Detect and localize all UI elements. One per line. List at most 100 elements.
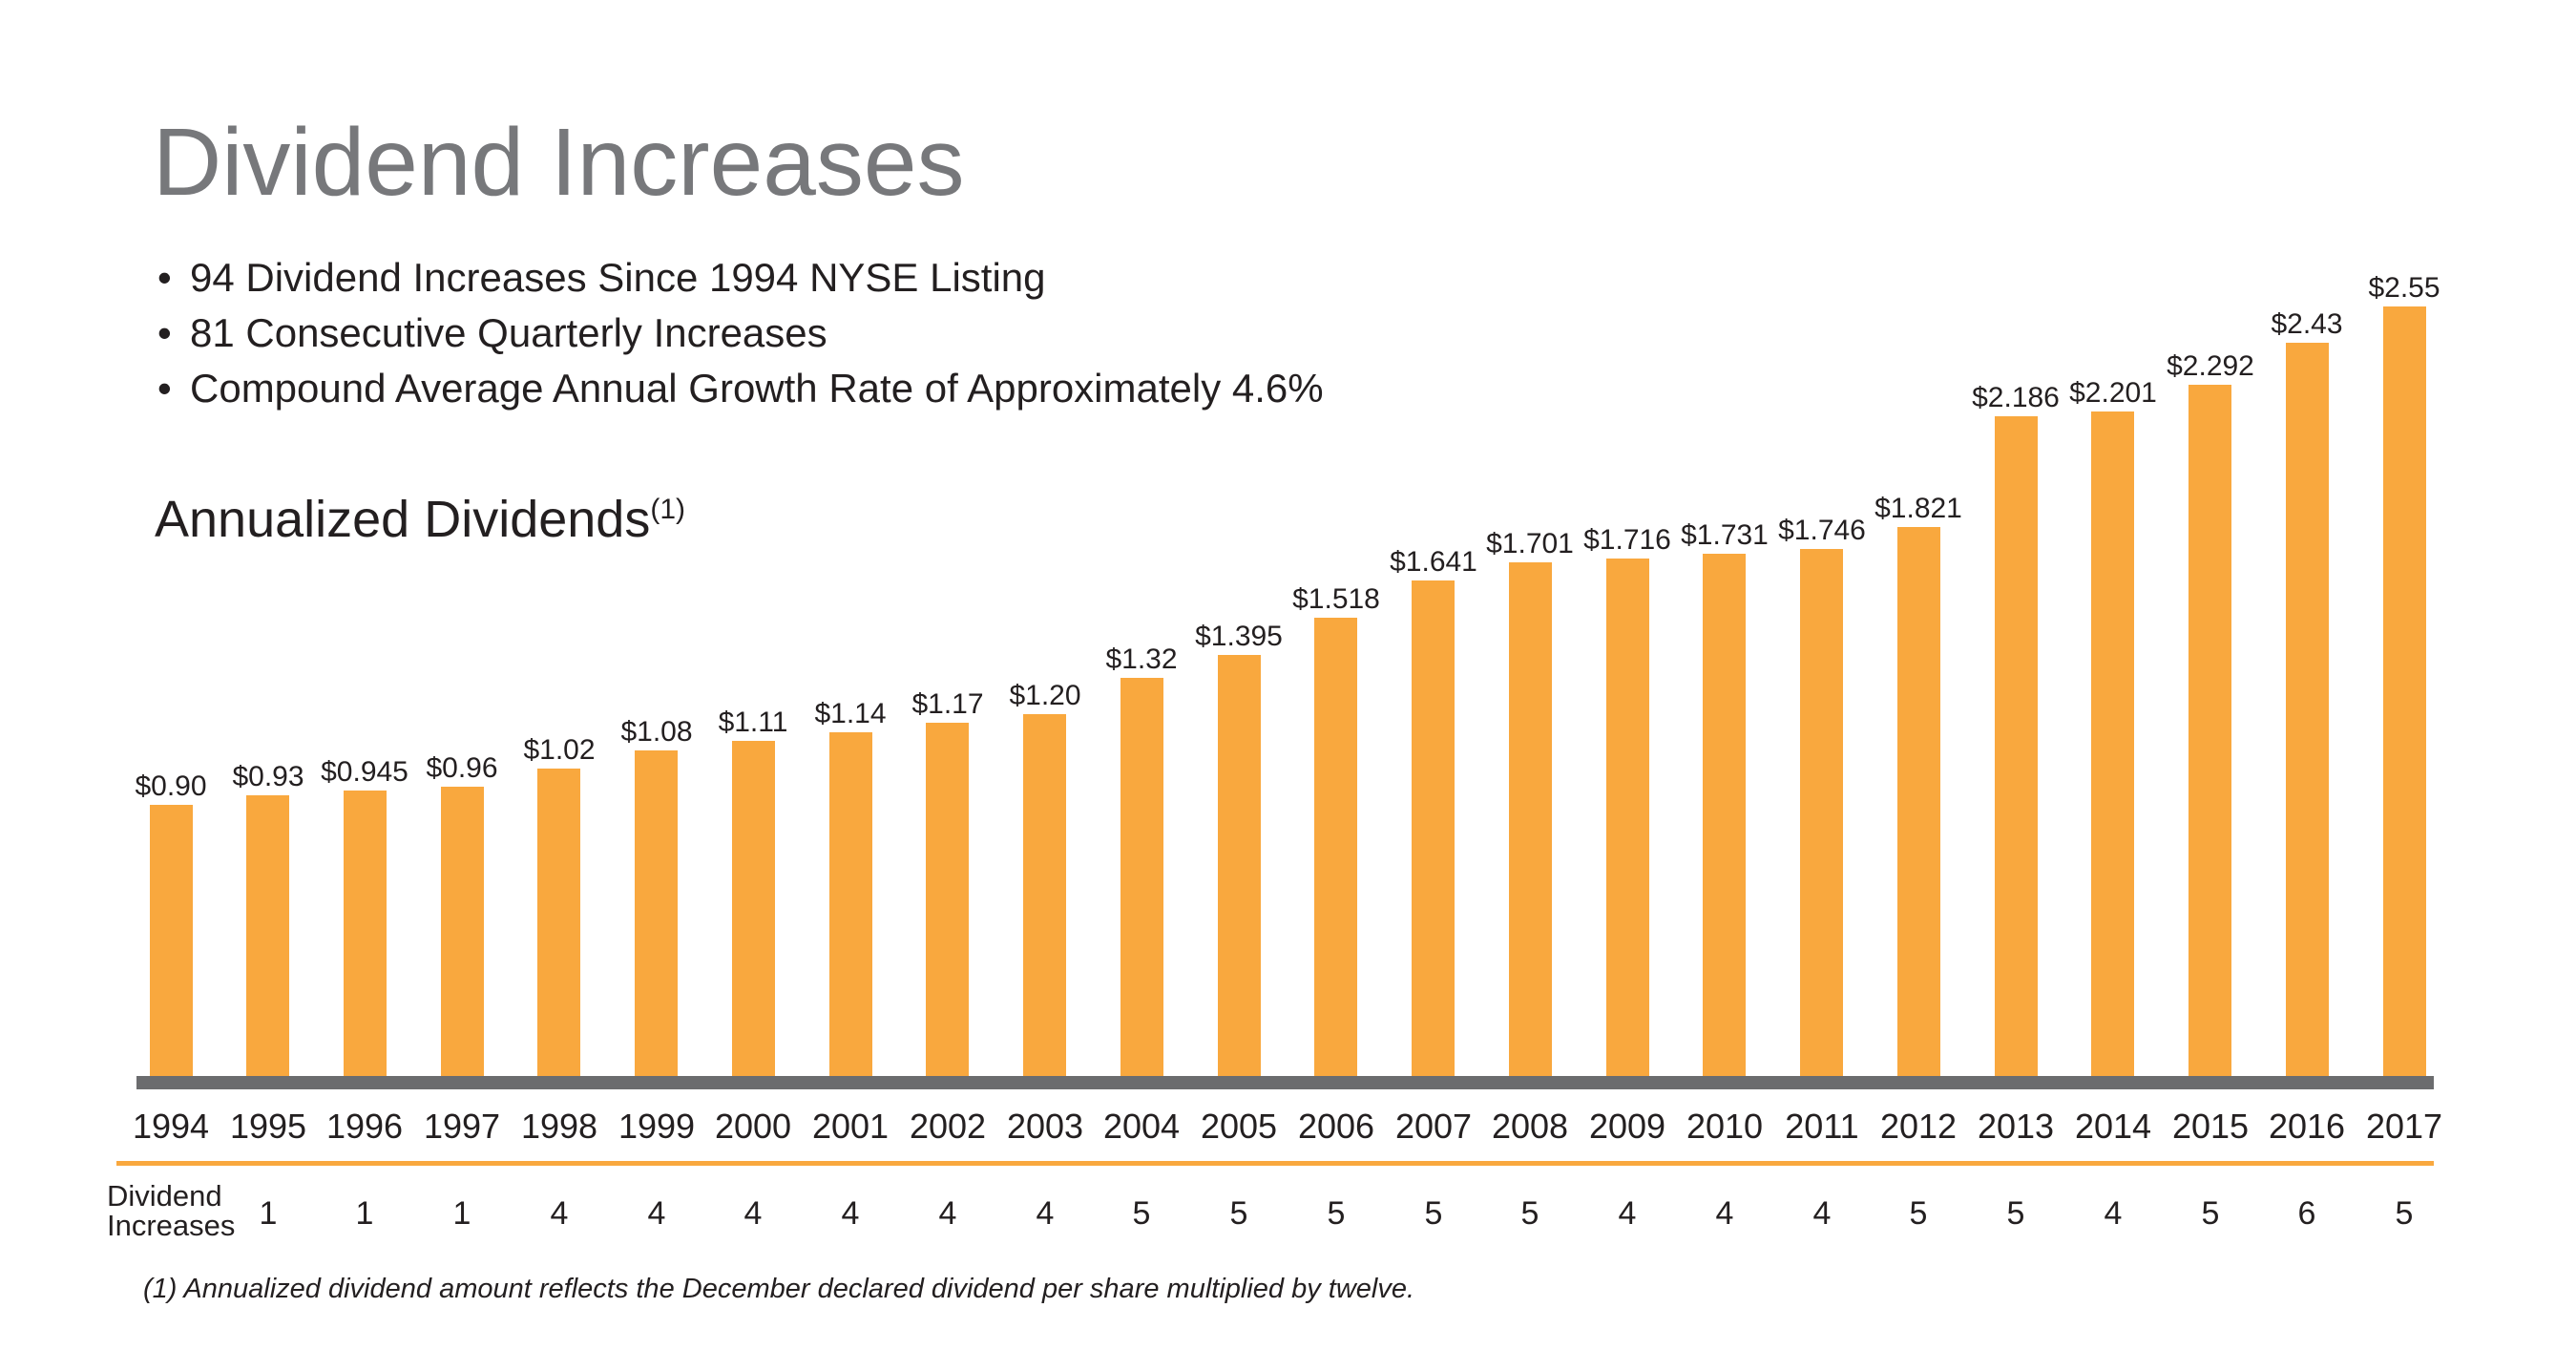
footnote: (1) Annualized dividend amount reflects … [143, 1274, 1415, 1304]
bar-value-label-1997: $0.96 [426, 752, 498, 784]
increase-count-2013: 5 [2006, 1195, 2025, 1232]
dividend-bar-2014 [2091, 411, 2134, 1076]
year-label-2015: 2015 [2171, 1107, 2250, 1146]
year-label-2017: 2017 [2365, 1107, 2443, 1146]
dividend-bar-2001 [829, 732, 872, 1076]
bar-value-label-2012: $1.821 [1874, 493, 1962, 524]
year-label-2001: 2001 [811, 1107, 890, 1146]
dividend-bar-2013 [1995, 416, 2038, 1076]
bullet-icon: • [157, 255, 172, 300]
dividend-bar-2010 [1703, 554, 1746, 1076]
dividend-bar-1997 [441, 787, 484, 1076]
dividend-bar-1998 [537, 769, 580, 1076]
dividend-bar-2016 [2286, 343, 2329, 1076]
year-label-2009: 2009 [1588, 1107, 1666, 1146]
year-label-2005: 2005 [1200, 1107, 1278, 1146]
year-label-2016: 2016 [2268, 1107, 2346, 1146]
increase-count-2003: 4 [1036, 1195, 1055, 1232]
year-label-2002: 2002 [909, 1107, 987, 1146]
year-label-1995: 1995 [229, 1107, 307, 1146]
dividend-bar-2011 [1800, 549, 1843, 1076]
year-label-1997: 1997 [423, 1107, 501, 1146]
dividend-bar-2007 [1412, 580, 1455, 1076]
bar-value-label-2007: $1.641 [1390, 546, 1477, 578]
bullet-list: • 94 Dividend Increases Since 1994 NYSE L… [157, 250, 1324, 416]
bar-value-label-1995: $0.93 [232, 761, 304, 792]
increase-count-2008: 5 [1520, 1195, 1539, 1232]
dividend-bar-2009 [1606, 559, 1649, 1076]
year-label-2011: 2011 [1785, 1107, 1859, 1146]
dividend-bar-2012 [1897, 527, 1940, 1076]
year-label-2008: 2008 [1491, 1107, 1569, 1146]
bullet-icon: • [157, 310, 172, 355]
bar-value-label-2010: $1.731 [1681, 519, 1769, 551]
bar-value-label-2016: $2.43 [2271, 308, 2343, 340]
dividend-bar-1999 [635, 750, 678, 1076]
bar-value-label-1994: $0.90 [135, 770, 207, 802]
bullet-text: 81 Consecutive Quarterly Increases [190, 310, 827, 355]
dividend-bar-2017 [2383, 306, 2426, 1076]
bullet-text: Compound Average Annual Growth Rate of A… [190, 366, 1324, 411]
year-label-1996: 1996 [325, 1107, 404, 1146]
chart-title-text: Annualized Dividends [155, 491, 651, 548]
dividend-bar-2015 [2189, 385, 2231, 1076]
increase-count-1996: 1 [355, 1195, 374, 1232]
bar-value-label-2017: $2.55 [2368, 272, 2440, 304]
increase-count-2017: 5 [2395, 1195, 2414, 1232]
bar-value-label-2000: $1.11 [718, 707, 788, 738]
increase-count-2012: 5 [1909, 1195, 1928, 1232]
year-label-2006: 2006 [1297, 1107, 1375, 1146]
bullet-item: • 94 Dividend Increases Since 1994 NYSE L… [157, 250, 1324, 306]
dividend-increases-row-label: Dividend Increases [107, 1181, 235, 1240]
year-label-1998: 1998 [520, 1107, 598, 1146]
dividend-bar-1994 [150, 805, 193, 1076]
bar-value-label-1998: $1.02 [523, 734, 596, 766]
increase-count-2000: 4 [743, 1195, 763, 1232]
year-label-2007: 2007 [1394, 1107, 1473, 1146]
bar-value-label-2004: $1.32 [1105, 643, 1178, 675]
dividend-bar-1995 [246, 795, 289, 1076]
year-label-2014: 2014 [2074, 1107, 2152, 1146]
dividend-increases-row-label-line1: Dividend [107, 1179, 222, 1213]
increase-count-2011: 4 [1812, 1195, 1832, 1232]
chart-title: Annualized Dividends(1) [155, 491, 685, 548]
bar-value-label-2008: $1.701 [1486, 528, 1574, 559]
x-axis-baseline [136, 1076, 2434, 1089]
bullet-text: 94 Dividend Increases Since 1994 NYSE Li… [190, 255, 1046, 300]
bullet-item: • Compound Average Annual Growth Rate of … [157, 361, 1324, 416]
dividend-bar-2008 [1509, 562, 1552, 1076]
dividend-increases-row-label-line2: Increases [107, 1209, 236, 1242]
increase-count-1995: 1 [259, 1195, 278, 1232]
bar-value-label-2013: $2.186 [1972, 382, 2060, 413]
bar-value-label-2014: $2.201 [2069, 377, 2157, 409]
increase-count-2005: 5 [1229, 1195, 1248, 1232]
increase-count-2014: 4 [2104, 1195, 2123, 1232]
dividend-bar-2006 [1314, 618, 1357, 1076]
bar-value-label-2009: $1.716 [1583, 524, 1671, 556]
bar-value-label-1999: $1.08 [620, 716, 693, 748]
dividend-bar-2002 [926, 723, 969, 1076]
bar-value-label-2015: $2.292 [2167, 350, 2254, 382]
bullet-icon: • [157, 366, 172, 411]
separator-line [116, 1161, 2434, 1166]
year-label-2010: 2010 [1686, 1107, 1764, 1146]
bar-value-label-2011: $1.746 [1778, 515, 1866, 546]
increase-count-2004: 5 [1132, 1195, 1151, 1232]
year-label-2004: 2004 [1102, 1107, 1181, 1146]
footnote-marker: (1) [650, 494, 685, 525]
bar-value-label-2006: $1.518 [1292, 583, 1380, 615]
increase-count-2010: 4 [1715, 1195, 1734, 1232]
dividend-bar-2005 [1218, 655, 1261, 1076]
dividend-bar-2000 [732, 741, 775, 1076]
year-label-2000: 2000 [714, 1107, 792, 1146]
bar-value-label-2005: $1.395 [1195, 621, 1283, 652]
increase-count-2015: 5 [2201, 1195, 2220, 1232]
dividend-bar-2004 [1120, 678, 1163, 1076]
increase-count-2006: 5 [1327, 1195, 1346, 1232]
increase-count-2001: 4 [841, 1195, 860, 1232]
bar-value-label-2001: $1.14 [814, 698, 887, 729]
dividend-bar-2003 [1023, 714, 1066, 1076]
increase-count-2002: 4 [938, 1195, 957, 1232]
year-label-1999: 1999 [618, 1107, 696, 1146]
